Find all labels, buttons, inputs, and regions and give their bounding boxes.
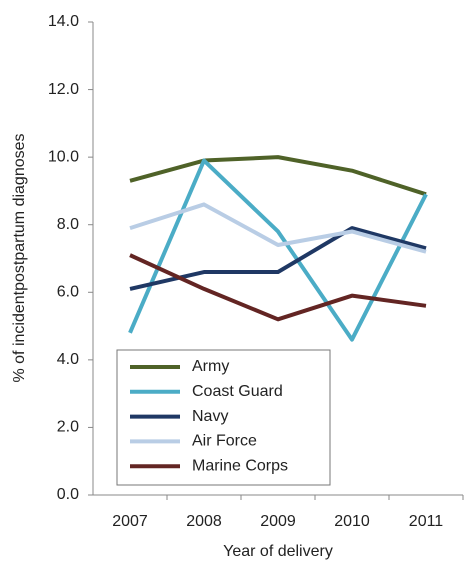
series-line — [129, 202, 427, 254]
legend-label: Army — [192, 358, 229, 375]
x-axis-label: Year of delivery — [223, 543, 333, 560]
series-line — [129, 155, 427, 197]
y-tick-label: 0.0 — [57, 486, 79, 503]
y-tick-label: 6.0 — [57, 284, 79, 301]
legend-label: Marine Corps — [192, 457, 288, 474]
series-line — [128, 158, 428, 342]
y-tick-label: 10.0 — [48, 148, 79, 165]
y-tick-label: 14.0 — [48, 13, 79, 30]
legend-label: Coast Guard — [192, 383, 283, 400]
x-tick-label: 2007 — [112, 513, 148, 530]
y-tick-label: 8.0 — [57, 216, 79, 233]
series-line — [129, 253, 427, 322]
x-tick-label: 2010 — [334, 513, 370, 530]
y-axis-label: % of incidentpostpartum diagnoses — [11, 133, 28, 382]
x-tick-label: 2008 — [186, 513, 222, 530]
y-tick-label: 2.0 — [57, 419, 79, 436]
x-tick-label: 2009 — [260, 513, 296, 530]
legend-label: Air Force — [192, 433, 257, 450]
y-tick-label: 12.0 — [48, 81, 79, 98]
x-tick-label: 2011 — [409, 513, 444, 530]
y-tick-label: 4.0 — [57, 351, 79, 368]
legend-label: Navy — [192, 408, 228, 425]
